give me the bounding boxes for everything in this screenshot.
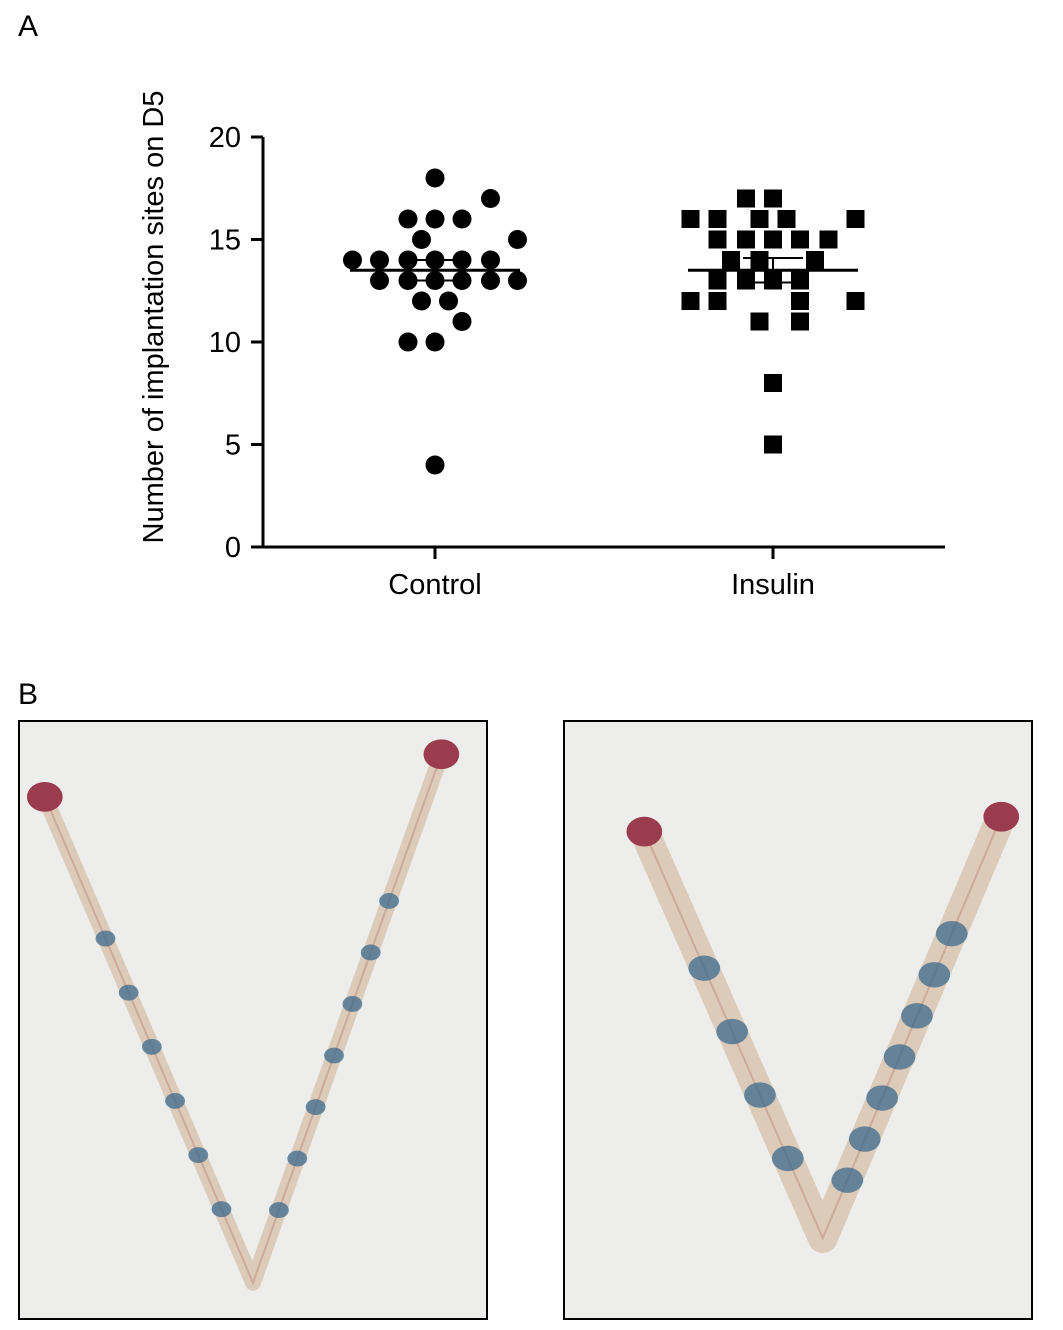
y-tick-label: 15	[209, 225, 241, 257]
insulin-data-point	[708, 210, 727, 228]
insulin-data-point	[750, 210, 769, 228]
insulin-data-point	[846, 292, 865, 310]
implantation-site	[305, 1099, 326, 1115]
implantation-site	[342, 996, 363, 1012]
implantation-site	[688, 955, 721, 981]
control-data-point	[481, 271, 500, 290]
y-tick-label: 10	[209, 327, 241, 359]
x-tick-label: Control	[388, 569, 482, 601]
insulin-data-point	[737, 271, 755, 290]
control-data-point	[425, 455, 445, 475]
insulin-data-point	[722, 251, 740, 269]
y-axis-label: Number of implantation sites on D5	[138, 91, 170, 544]
insulin-data-point	[750, 251, 769, 269]
implantation-site	[771, 1145, 804, 1172]
insulin-data-point	[791, 271, 809, 290]
ovary	[423, 739, 460, 770]
insulin-data-point	[750, 312, 769, 331]
insulin-data-point	[681, 210, 700, 228]
insulin-uterus-photo	[563, 720, 1033, 1320]
uterine-vessel	[43, 753, 443, 1286]
control-uterus-photo	[18, 720, 488, 1320]
insulin-data-point	[777, 210, 796, 228]
insulin-data-point	[791, 292, 809, 310]
implantation-site	[744, 1082, 776, 1108]
y-tick-label: 20	[209, 122, 241, 154]
control-data-point	[398, 332, 418, 352]
control-data-point	[452, 209, 472, 229]
insulin-data-point	[708, 292, 727, 310]
implantation-site	[211, 1201, 232, 1218]
control-data-point	[508, 230, 527, 249]
implantation-site	[165, 1092, 185, 1109]
control-data-point	[481, 250, 500, 270]
insulin-data-point	[791, 312, 809, 331]
implantation-site	[848, 1126, 881, 1152]
insulin-data-point	[764, 435, 782, 454]
insulin-data-point	[764, 189, 782, 208]
implantation-site	[883, 1044, 916, 1070]
implantation-site	[935, 920, 968, 947]
implantation-site	[379, 892, 400, 909]
control-data-point	[439, 291, 458, 311]
implantation-site	[188, 1147, 209, 1163]
insulin-data-point	[737, 230, 755, 249]
control-data-point	[425, 209, 445, 229]
control-data-point	[412, 230, 431, 249]
insulin-data-point	[819, 230, 838, 249]
control-data-point	[370, 271, 389, 290]
insulin-data-point	[708, 230, 727, 249]
control-data-point	[481, 189, 500, 208]
control-data-point	[398, 209, 418, 229]
control-data-point	[425, 168, 445, 188]
control-data-point	[425, 332, 445, 352]
implantation-site	[866, 1085, 898, 1111]
ovary	[626, 816, 663, 847]
insulin-data-point	[764, 230, 782, 249]
control-data-point	[412, 291, 431, 311]
y-tick-label: 5	[225, 430, 241, 462]
implantation-site	[831, 1167, 864, 1193]
insulin-data-point	[681, 292, 700, 310]
implantation-site	[324, 1047, 344, 1064]
ovary	[26, 782, 63, 812]
implantation-site	[287, 1150, 308, 1167]
ovary	[983, 801, 1020, 832]
insulin-data-point	[708, 271, 727, 290]
insulin-data-point	[846, 210, 865, 228]
photo-background	[20, 722, 486, 1318]
control-data-point	[370, 250, 389, 270]
implantation-site	[918, 962, 951, 988]
implantation-site	[95, 930, 116, 947]
control-data-point	[452, 312, 472, 331]
insulin-data-point	[764, 374, 782, 392]
implantation-site	[118, 984, 139, 1001]
control-data-point	[343, 250, 362, 270]
insulin-data-point	[737, 189, 755, 208]
panel-b-label: B	[18, 678, 39, 711]
insulin-data-point	[806, 251, 824, 269]
control-data-point	[508, 271, 527, 290]
implantation-site	[360, 944, 381, 961]
panel-a-label: A	[18, 10, 39, 43]
x-tick-label: Insulin	[731, 569, 815, 601]
implantation-site	[141, 1038, 162, 1055]
implantation-site	[268, 1202, 289, 1219]
implantation-site	[901, 1003, 933, 1029]
insulin-data-point	[791, 230, 809, 249]
y-tick-label: 0	[225, 532, 241, 564]
photo-background	[565, 722, 1031, 1318]
implantation-site	[716, 1018, 748, 1045]
scatter-chart: 0 5 10 15 20 Control Insulin Number of implanta…	[138, 91, 945, 601]
